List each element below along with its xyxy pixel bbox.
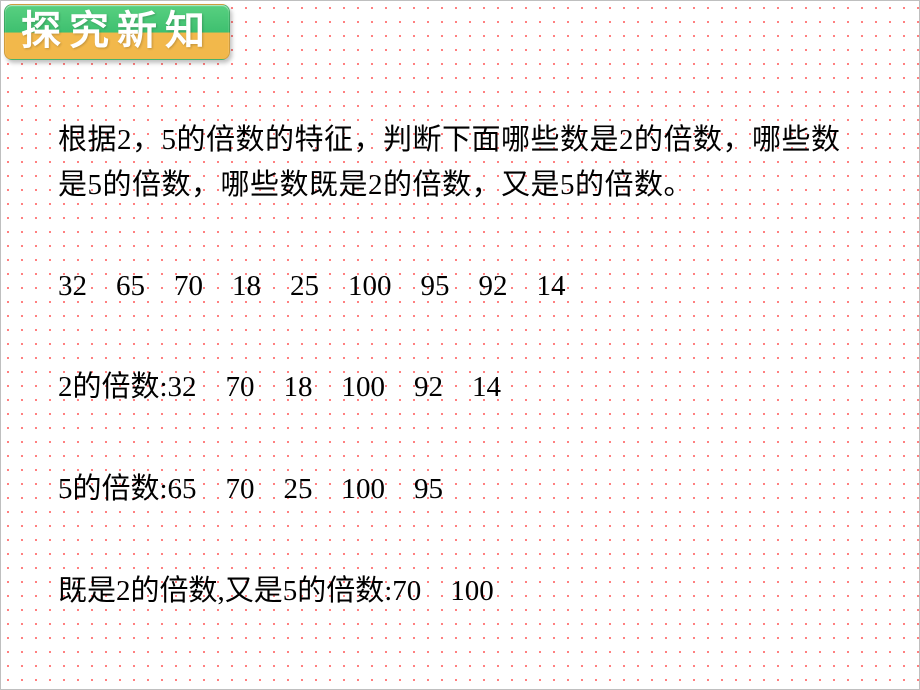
badge-label: 探究新知 xyxy=(21,8,213,53)
multiples-of-both: 既是2的倍数,又是5的倍数:70 100 xyxy=(58,567,862,609)
section-badge: 探究新知 xyxy=(4,4,230,60)
question-prompt: 根据2，5的倍数的特征，判断下面哪些数是2的倍数，哪些数是5的倍数，哪些数既是2… xyxy=(58,118,862,208)
multiples-of-5: 5的倍数:65 70 25 100 95 xyxy=(58,465,862,507)
content-area: 根据2，5的倍数的特征，判断下面哪些数是2的倍数，哪些数是5的倍数，哪些数既是2… xyxy=(58,118,862,669)
multiples-of-2: 2的倍数:32 70 18 100 92 14 xyxy=(58,363,862,405)
numbers-row: 32 65 70 18 25 100 95 92 14 xyxy=(58,270,862,303)
